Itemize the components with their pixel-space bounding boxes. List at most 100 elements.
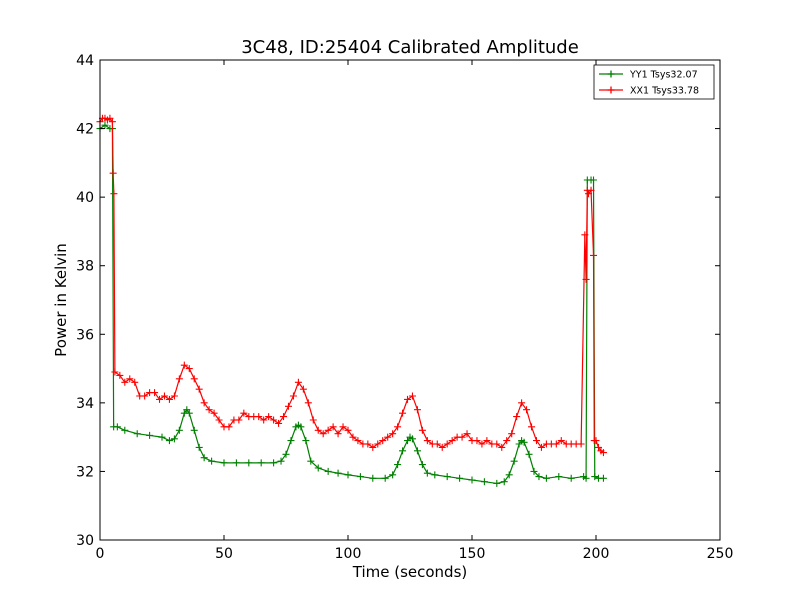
y-tick-label: 44 <box>76 53 94 69</box>
data-point <box>480 478 488 486</box>
data-point <box>394 461 402 469</box>
data-point <box>111 368 119 376</box>
data-point <box>185 409 193 417</box>
data-point <box>175 426 183 434</box>
data-point <box>456 474 464 482</box>
data-point <box>530 467 538 475</box>
x-tick-label: 100 <box>335 546 362 562</box>
data-point <box>195 443 203 451</box>
data-point <box>591 473 599 481</box>
data-point <box>389 430 397 438</box>
data-point <box>245 459 253 467</box>
data-point <box>458 433 466 441</box>
data-point <box>314 464 322 472</box>
data-point <box>448 437 456 445</box>
data-point <box>552 440 560 448</box>
data-point <box>508 430 516 438</box>
data-point <box>513 413 521 421</box>
x-axis-label: Time (seconds) <box>352 563 468 581</box>
data-point <box>577 440 585 448</box>
data-point <box>208 457 216 465</box>
data-point <box>438 443 446 451</box>
data-point <box>423 469 431 477</box>
data-point <box>349 433 357 441</box>
series-line <box>99 117 604 454</box>
data-point <box>185 365 193 373</box>
data-point <box>299 385 307 393</box>
data-point <box>523 406 531 414</box>
legend-entry-xx1: XX1 Tsys33.78 <box>599 86 699 97</box>
legend-label-xx1: XX1 Tsys33.78 <box>630 86 699 97</box>
data-point <box>324 467 332 475</box>
data-point <box>493 479 501 487</box>
data-point <box>270 459 278 467</box>
data-point <box>116 371 124 379</box>
data-point <box>240 409 248 417</box>
data-point <box>131 378 139 386</box>
data-point <box>542 474 550 482</box>
data-point <box>582 275 590 283</box>
y-axis-label: Power in Kelvin <box>52 243 70 357</box>
data-point <box>413 406 421 414</box>
data-point <box>483 437 491 445</box>
data-point <box>200 454 208 462</box>
data-point <box>309 416 317 424</box>
data-point <box>220 459 228 467</box>
data-point <box>498 443 506 451</box>
data-point <box>284 402 292 410</box>
data-point <box>510 457 518 465</box>
y-tick-label: 36 <box>76 327 94 343</box>
data-point <box>557 437 565 445</box>
data-point <box>394 423 402 431</box>
data-point <box>190 375 198 383</box>
y-tick-label: 30 <box>76 533 94 549</box>
data-point <box>297 423 305 431</box>
data-point <box>500 478 508 486</box>
x-tick-label: 200 <box>583 546 610 562</box>
data-point <box>413 447 421 455</box>
data-point <box>287 437 295 445</box>
data-point <box>408 435 416 443</box>
series-xx1 <box>96 114 607 457</box>
data-point <box>146 431 154 439</box>
data-point <box>369 474 377 482</box>
data-point <box>190 426 198 434</box>
y-tick-label: 38 <box>76 259 94 275</box>
data-point <box>334 469 342 477</box>
data-point <box>535 473 543 481</box>
data-point <box>108 118 116 126</box>
data-point <box>381 474 389 482</box>
data-point <box>126 375 134 383</box>
data-point <box>302 437 310 445</box>
plot-area <box>100 60 720 540</box>
data-point <box>307 457 315 465</box>
data-point <box>528 423 536 431</box>
data-point <box>195 385 203 393</box>
legend-marker-xx1 <box>607 86 615 94</box>
series-layer <box>96 114 607 487</box>
legend-entry-yy1: YY1 Tsys32.07 <box>599 70 698 81</box>
data-point <box>418 426 426 434</box>
data-point <box>473 437 481 445</box>
data-point <box>503 437 511 445</box>
data-point <box>599 449 607 457</box>
data-point <box>520 438 528 446</box>
x-tick-label: 0 <box>96 546 105 562</box>
data-point <box>170 435 178 443</box>
data-point <box>294 378 302 386</box>
data-point <box>255 413 263 421</box>
data-point <box>423 437 431 445</box>
data-point <box>334 430 342 438</box>
data-point <box>329 423 337 431</box>
data-point <box>141 392 149 400</box>
data-point <box>590 176 598 184</box>
data-point <box>260 416 268 424</box>
data-point <box>418 461 426 469</box>
data-point <box>110 190 118 198</box>
data-point <box>160 392 168 400</box>
data-point <box>277 457 285 465</box>
data-point <box>493 440 501 448</box>
data-point <box>175 375 183 383</box>
data-point <box>369 443 377 451</box>
